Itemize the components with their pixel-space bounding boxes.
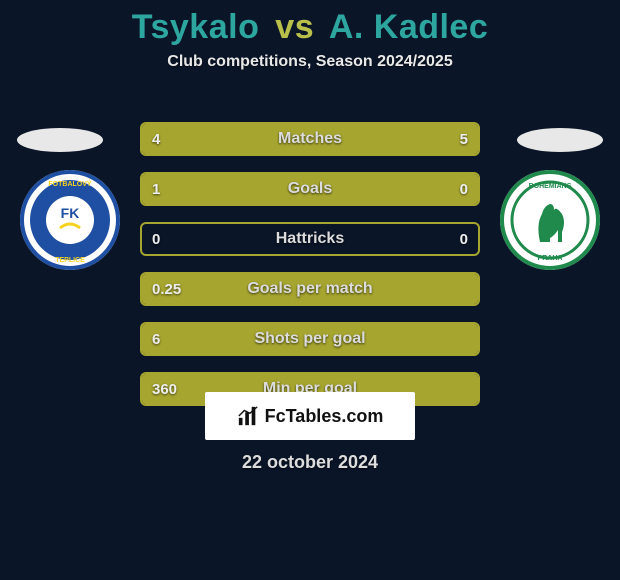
stat-row: Goals per match0.25 [140,272,480,306]
stat-label: Shots per goal [142,324,478,354]
comparison-title: Tsykalo vs A. Kadlec [0,0,620,47]
player2-name: A. Kadlec [329,8,488,46]
spot-right [517,128,603,152]
club-logo-right: BOHEMIANS PRAHA [500,170,600,270]
svg-text:PRAHA: PRAHA [538,255,563,262]
stat-label: Matches [142,124,478,154]
stat-value-left: 0.25 [142,274,191,304]
vs-text: vs [275,8,314,46]
stat-value-left: 0 [142,224,170,254]
brand-text: FcTables.com [265,406,384,427]
stat-row: Hattricks0 0 [140,222,480,256]
stat-row: Shots per goal6 [140,322,480,356]
stat-value-right: 5 [450,124,478,154]
bohemians-logo-icon: BOHEMIANS PRAHA [500,170,600,270]
stat-row: Matches4 5 [140,122,480,156]
stat-label: Hattricks [142,224,478,254]
spot-left [17,128,103,152]
stat-bars: Matches45Goals10Hattricks00Goals per mat… [140,122,480,422]
stat-row: Goals1 0 [140,172,480,206]
svg-text:FOTBALOVÝ: FOTBALOVÝ [48,179,91,188]
bar-chart-icon [237,405,259,427]
stat-label: Goals per match [142,274,478,304]
date-text: 22 october 2024 [0,452,620,473]
stat-value-left: 360 [142,374,187,404]
stat-value-left: 6 [142,324,170,354]
stat-value-right: 0 [450,174,478,204]
stat-value-right [458,374,478,404]
svg-text:BOHEMIANS: BOHEMIANS [529,183,572,190]
brand-box: FcTables.com [205,392,415,440]
stat-value-left: 1 [142,174,170,204]
svg-text:FK: FK [61,205,80,221]
stat-value-right: 0 [450,224,478,254]
stat-value-left: 4 [142,124,170,154]
stat-label: Goals [142,174,478,204]
stat-value-right [458,274,478,304]
club-logo-left: FK FOTBALOVÝ TEPLICE [20,170,120,270]
subtitle: Club competitions, Season 2024/2025 [0,53,620,71]
player1-name: Tsykalo [132,8,260,46]
teplice-logo-icon: FK FOTBALOVÝ TEPLICE [20,170,120,270]
stat-value-right [458,324,478,354]
svg-text:TEPLICE: TEPLICE [55,257,85,264]
